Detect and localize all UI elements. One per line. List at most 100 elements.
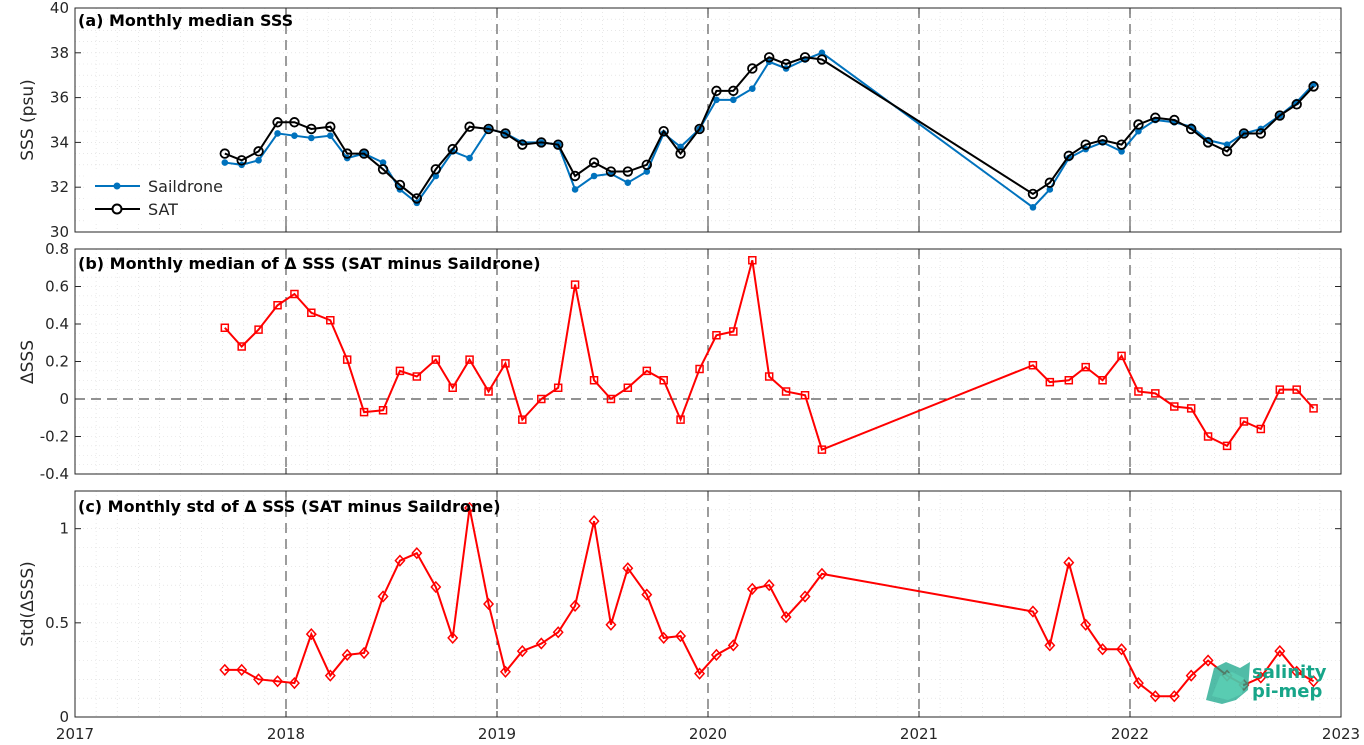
- data-point: [1202, 654, 1214, 667]
- data-point: [377, 164, 389, 175]
- data-point: [1133, 119, 1144, 130]
- data-point: [658, 125, 669, 137]
- data-point: [729, 327, 738, 336]
- data-point: [641, 588, 653, 601]
- data-point: [1044, 639, 1056, 652]
- data-point: [447, 143, 458, 155]
- data-point: [378, 406, 388, 415]
- data-point: [588, 515, 600, 528]
- data-point: [800, 391, 810, 400]
- panel-c-grid: [75, 491, 1341, 717]
- data-point: [536, 137, 547, 148]
- y-tick-label: 40: [50, 0, 69, 17]
- data-point: [272, 117, 283, 128]
- data-point: [605, 166, 617, 177]
- data-point: [499, 665, 511, 678]
- data-point: [799, 52, 811, 63]
- data-point: [1169, 114, 1180, 126]
- data-point: [1274, 110, 1286, 121]
- data-point: [676, 415, 685, 424]
- data-point: [517, 139, 528, 150]
- data-point: [694, 667, 706, 680]
- data-point: [537, 394, 546, 404]
- data-point: [254, 325, 263, 334]
- data-point: [1080, 618, 1092, 631]
- data-point: [1186, 404, 1196, 413]
- data-point: [1097, 643, 1109, 656]
- data-point: [1170, 402, 1179, 411]
- data-point: [272, 675, 284, 688]
- data-point: [377, 590, 389, 603]
- salinity-pi-mep-logo: salinity pi-mep: [1206, 662, 1327, 704]
- data-point: [1151, 389, 1160, 398]
- data-point: [1275, 385, 1285, 394]
- data-point: [1028, 361, 1038, 370]
- data-point: [1274, 644, 1286, 658]
- data-point: [1256, 424, 1266, 434]
- data-point: [1027, 605, 1039, 618]
- plot-frame: [74, 490, 1342, 718]
- data-point: [395, 366, 405, 376]
- data-point: [411, 547, 423, 560]
- data-point: [430, 164, 442, 175]
- data-point: [727, 639, 739, 652]
- data-point: [431, 355, 441, 364]
- data-point: [219, 663, 231, 677]
- y-tick-label: 0.4: [45, 315, 69, 333]
- logo-text-line1: salinity: [1252, 662, 1327, 683]
- data-point: [326, 316, 335, 325]
- data-point: [465, 355, 474, 364]
- data-point: [1149, 690, 1161, 703]
- data-point: [325, 121, 336, 132]
- panel-a-ylabel: SSS (psu): [18, 79, 38, 160]
- data-point: [394, 554, 406, 567]
- data-point: [1063, 556, 1075, 569]
- data-point: [220, 323, 230, 332]
- data-point: [818, 49, 826, 57]
- data-point: [781, 387, 791, 396]
- panel-c-title: (c) Monthly std of Δ SSS (SAT minus Sail…: [78, 497, 501, 516]
- data-point: [816, 54, 828, 65]
- data-point: [1308, 675, 1320, 688]
- legend: Saildrone SAT: [86, 172, 234, 222]
- data-point: [274, 130, 281, 137]
- y-tick-label: 0: [59, 390, 69, 408]
- data-point: [432, 172, 440, 180]
- data-point: [571, 186, 579, 193]
- data-point: [1221, 146, 1233, 157]
- data-point: [236, 663, 248, 677]
- data-point: [677, 143, 684, 151]
- data-point: [464, 501, 476, 515]
- data-point: [764, 372, 774, 381]
- data-point: [1308, 81, 1319, 92]
- data-point: [412, 372, 422, 381]
- data-point: [569, 170, 581, 182]
- data-point: [1046, 186, 1054, 193]
- data-point: [1097, 134, 1108, 146]
- legend-saildrone-marker: [113, 182, 121, 190]
- x-tick-label: 2023: [1322, 725, 1360, 743]
- data-point: [1239, 417, 1249, 426]
- data-point: [466, 154, 473, 162]
- data-point: [799, 590, 811, 603]
- data-point: [588, 157, 600, 168]
- series-line: [224, 56, 1315, 200]
- data-point: [308, 134, 315, 142]
- data-point: [1118, 148, 1125, 155]
- data-point: [483, 597, 495, 611]
- data-point: [710, 648, 722, 661]
- x-tick-label: 2020: [689, 725, 727, 743]
- data-point: [1309, 404, 1318, 413]
- panel-a-series: [219, 49, 1319, 211]
- data-point: [1117, 351, 1126, 361]
- data-point: [747, 63, 758, 74]
- legend-sat-label: SAT: [148, 200, 178, 219]
- x-tick-label: 2022: [1111, 725, 1149, 743]
- y-tick-label: 0.6: [45, 278, 69, 296]
- panel-b: -0.4 -0.2 0 0.2 0.4 0.6 0.8 (b) Monthly median…: [18, 240, 1342, 483]
- data-point: [288, 676, 300, 690]
- data-point: [484, 387, 493, 396]
- data-point: [291, 132, 298, 139]
- data-point: [1185, 669, 1197, 682]
- data-point: [306, 123, 317, 135]
